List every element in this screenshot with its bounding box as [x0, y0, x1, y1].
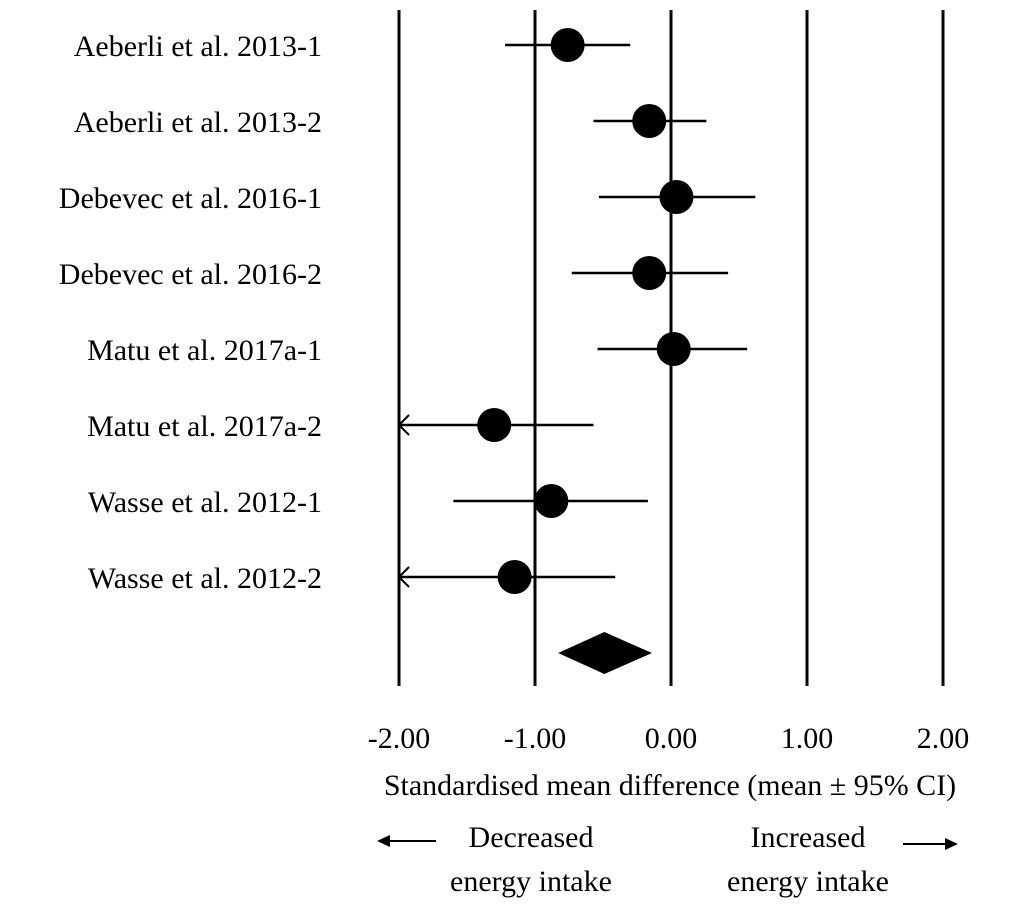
x-tick-label-1: -1.00 [504, 722, 567, 755]
study-label: Matu et al. 2017a-2 [87, 410, 322, 443]
study-label: Aeberli et al. 2013-1 [74, 30, 322, 63]
summary-estimate [558, 632, 652, 674]
study-row-5: Matu et al. 2017a-2 [87, 408, 594, 443]
study-row-1: Aeberli et al. 2013-2 [74, 104, 707, 139]
point-estimate [659, 180, 694, 214]
direction-increased: Increased energy intake [727, 821, 958, 898]
x-axis-title: Standardised mean difference (mean ± 95%… [384, 769, 956, 802]
x-axis-ticks: -2.00 -1.00 0.00 1.00 2.00 [368, 722, 970, 755]
x-tick-label-4: 2.00 [917, 722, 970, 755]
ci-clip-arrow [397, 414, 410, 436]
study-row-3: Debevec et al. 2016-2 [59, 256, 729, 291]
point-estimate [534, 484, 569, 518]
study-label: Wasse et al. 2012-2 [88, 562, 322, 595]
study-row-2: Debevec et al. 2016-1 [59, 180, 756, 215]
x-tick-label-3: 1.00 [781, 722, 834, 755]
study-label: Matu et al. 2017a-1 [87, 334, 322, 367]
study-row-6: Wasse et al. 2012-1 [88, 484, 648, 519]
study-row-7: Wasse et al. 2012-2 [88, 560, 616, 595]
x-tick-label-2: 0.00 [645, 722, 698, 755]
point-estimate [497, 560, 532, 594]
study-label: Debevec et al. 2016-1 [59, 182, 322, 215]
study-label: Debevec et al. 2016-2 [59, 258, 322, 291]
study-row-4: Matu et al. 2017a-1 [87, 332, 748, 367]
direction-decreased: Decreased energy intake [377, 821, 612, 898]
direction-increased-line2: energy intake [727, 865, 889, 898]
study-label: Wasse et al. 2012-1 [88, 486, 322, 519]
x-tick-label-0: -2.00 [368, 722, 431, 755]
point-estimate [550, 28, 585, 62]
point-estimate [656, 332, 691, 366]
study-rows: Aeberli et al. 2013-1 Aeberli et al. 2013… [59, 28, 756, 595]
point-estimate [632, 104, 667, 138]
study-label: Aeberli et al. 2013-2 [74, 106, 322, 139]
ci-clip-arrow [397, 566, 410, 588]
right-arrow-head [945, 838, 958, 850]
study-row-0: Aeberli et al. 2013-1 [74, 28, 631, 63]
direction-decreased-line2: energy intake [450, 865, 612, 898]
direction-increased-line1: Increased [751, 821, 866, 854]
point-estimate [477, 408, 512, 442]
left-arrow-head [377, 835, 390, 847]
point-estimate [632, 256, 667, 290]
direction-decreased-line1: Decreased [469, 821, 594, 854]
summary-diamond [558, 632, 652, 674]
